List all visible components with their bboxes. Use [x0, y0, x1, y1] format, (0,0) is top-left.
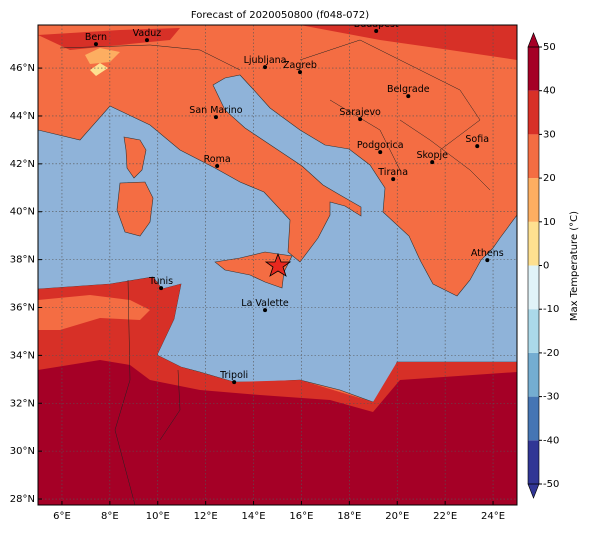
- city-label: Roma: [204, 154, 231, 165]
- city-marker: [144, 38, 149, 43]
- colorbar-bin: [528, 47, 539, 91]
- lat-tick-label: 36°N: [10, 302, 35, 313]
- lon-tick-label: 8°E: [101, 511, 119, 522]
- lat-tick-label: 40°N: [10, 207, 35, 218]
- colorbar-tick-label: 20: [543, 173, 556, 184]
- map-frame: [37, 24, 518, 506]
- alps-patch: [90, 63, 108, 76]
- colorbar-tick-label: 40: [543, 86, 556, 97]
- city-label: Athens: [471, 248, 504, 259]
- lon-tick-label: 12°E: [194, 511, 218, 522]
- lon-tick-label: 6°E: [53, 511, 71, 522]
- border: [159, 369, 181, 441]
- city-marker: [298, 70, 303, 75]
- alps-band: [38, 28, 180, 50]
- colorbar-tick-label: -50: [543, 479, 559, 490]
- city-marker: [159, 286, 164, 291]
- border: [114, 279, 136, 505]
- grid: [38, 25, 517, 505]
- colorbar-tick-label: -20: [543, 348, 559, 359]
- city-label: Sarajevo: [339, 107, 381, 118]
- city-label: San Marino: [189, 105, 242, 116]
- colorbar-label: Max Temperature (°C): [569, 211, 580, 321]
- city-marker: [430, 160, 435, 165]
- colorbar-tick-label: 50: [543, 42, 556, 53]
- city-label: La Valette: [241, 298, 289, 309]
- atlas-patch: [38, 295, 150, 330]
- colorbar-extend: [527, 32, 540, 48]
- border: [59, 39, 491, 191]
- colorbar-tick-label: 10: [543, 217, 556, 228]
- lat-tick-label: 38°N: [10, 255, 35, 266]
- city-label: Zagreb: [283, 60, 317, 71]
- city-marker: [485, 258, 490, 263]
- colorbar-bin: [528, 440, 539, 484]
- colorbar-bin: [528, 134, 539, 179]
- lat-tick-label: 42°N: [10, 159, 35, 170]
- lon-tick-label: 24°E: [481, 511, 505, 522]
- north-band: [300, 25, 517, 60]
- lon-tick-label: 18°E: [337, 511, 361, 522]
- colorbar-tick-label: -10: [543, 304, 559, 315]
- colorbar-bin: [528, 221, 539, 266]
- colorbar-tick-label: 0: [543, 261, 549, 272]
- lat-tick-label: 32°N: [10, 398, 35, 409]
- city-label: Podgorica: [357, 140, 404, 151]
- city-marker: [358, 117, 363, 122]
- colorbar-bin: [528, 265, 539, 310]
- colorbar-tick-label: 30: [543, 129, 556, 140]
- colorbar-bin: [528, 309, 539, 353]
- colorbar: -50 -40 -30 -20 -10 0 10 20 30 40 50: [527, 32, 559, 499]
- city-label: Vaduz: [133, 28, 162, 39]
- lat-tick-label: 44°N: [10, 111, 35, 122]
- lat-tick-label: 34°N: [10, 350, 35, 361]
- city-label: Skopje: [416, 150, 448, 161]
- alps-patch: [85, 48, 120, 64]
- city-marker: [263, 65, 268, 70]
- city-label: Tirana: [377, 167, 408, 178]
- star-marker: [264, 252, 292, 277]
- lat-tick-label: 28°N: [10, 494, 35, 505]
- city-marker: [391, 177, 396, 182]
- city-marker: [93, 42, 98, 47]
- colorbar-bin: [528, 396, 539, 441]
- colorbar-bin: [528, 178, 539, 222]
- lon-tick-label: 10°E: [146, 511, 170, 522]
- colorbar-bin: [528, 352, 539, 397]
- city-label: Tripoli: [219, 370, 248, 381]
- city-marker: [406, 94, 411, 99]
- map-title: Forecast of 2020050800 (f048-072): [191, 10, 369, 21]
- city-label: Belgrade: [387, 84, 430, 95]
- colorbar-tick-label: -30: [543, 392, 559, 403]
- city-label: Tunis: [148, 276, 173, 287]
- city-marker: [232, 380, 237, 385]
- city-marker: [213, 115, 218, 120]
- city-marker: [263, 308, 268, 313]
- city-marker: [374, 28, 379, 33]
- city-marker: [215, 164, 220, 169]
- city-label: Sofia: [465, 134, 489, 145]
- city-label: Budapest: [354, 19, 399, 30]
- colorbar-bin: [528, 90, 539, 135]
- city-label: Bern: [85, 32, 107, 43]
- lon-tick-label: 16°E: [289, 511, 313, 522]
- lat-tick-label: 46°N: [10, 63, 35, 74]
- lat-tick-label: 30°N: [10, 446, 35, 457]
- colorbar-extend: [527, 483, 540, 499]
- lon-tick-label: 14°E: [242, 511, 266, 522]
- colorbar-tick-label: -40: [543, 435, 559, 446]
- lon-tick-label: 22°E: [433, 511, 457, 522]
- city-marker: [378, 150, 383, 155]
- city-label: Ljubljana: [244, 55, 287, 66]
- lon-tick-label: 20°E: [385, 511, 409, 522]
- sardinia: [116, 181, 154, 237]
- corsica: [123, 136, 147, 179]
- city-marker: [475, 144, 480, 149]
